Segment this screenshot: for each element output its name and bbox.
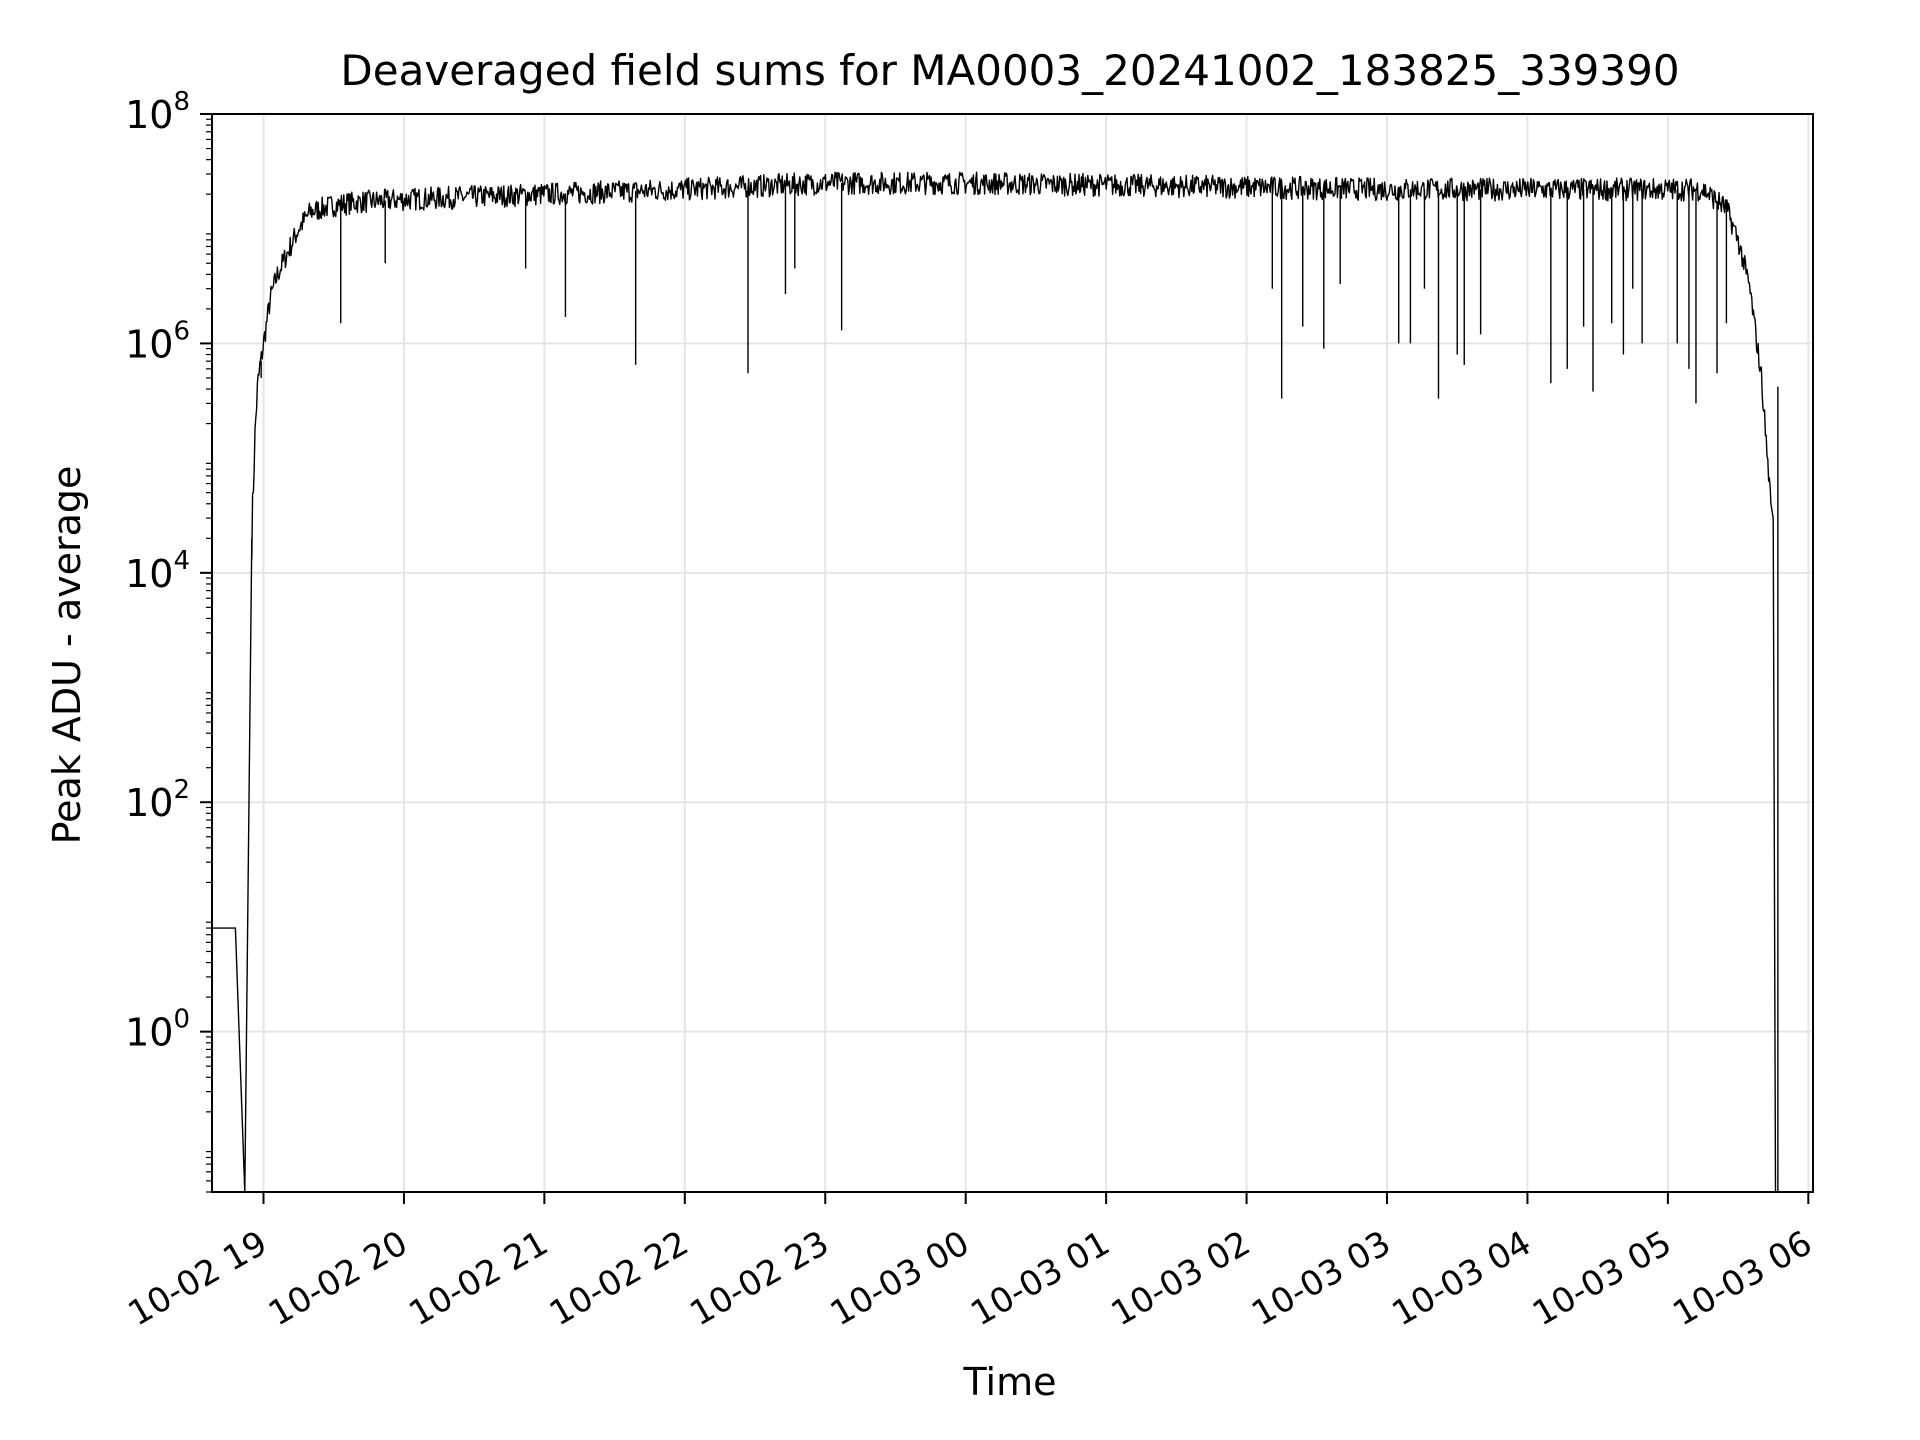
y-tick-exponent: 6: [173, 316, 190, 346]
y-tick-exponent: 2: [173, 775, 190, 805]
series-line: [212, 171, 1777, 1193]
y-tick-label: 102: [125, 775, 190, 825]
y-tick-label: 100: [125, 1005, 190, 1055]
y-tick-base: 10: [125, 1011, 173, 1055]
y-tick-base: 10: [125, 322, 173, 366]
y-tick-exponent: 4: [173, 546, 190, 576]
data-layer: [212, 171, 1779, 1193]
chart-title: Deaveraged field sums for MA0003_2024100…: [340, 46, 1679, 95]
y-tick-exponent: 0: [173, 1005, 190, 1035]
y-tick-base: 10: [125, 552, 173, 596]
y-tick-label: 106: [125, 316, 190, 366]
y-tick-exponent: 8: [173, 87, 190, 117]
x-axis-label: Time: [963, 1360, 1057, 1404]
y-tick-label: 108: [125, 87, 190, 137]
y-tick-label: 104: [125, 546, 190, 596]
y-tick-base: 10: [125, 781, 173, 825]
y-axis-label: Peak ADU - average: [45, 466, 89, 845]
y-tick-base: 10: [125, 93, 173, 137]
